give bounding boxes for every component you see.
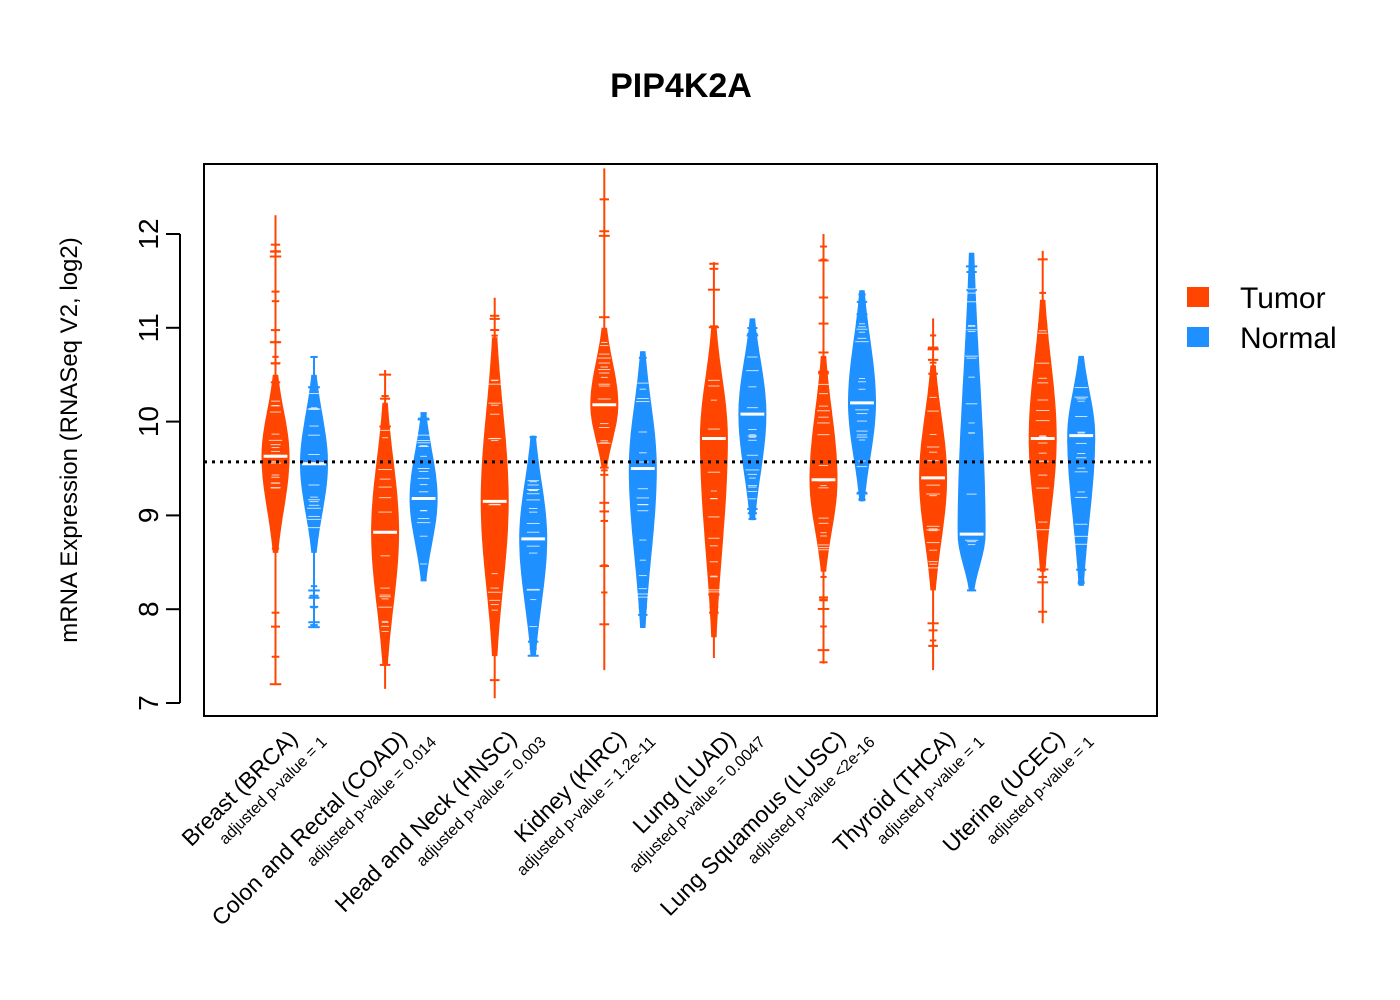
violin: [519, 435, 548, 657]
y-axis: 7 8 9 10 11 12: [133, 218, 181, 711]
violin: [738, 318, 767, 521]
y-tick-label: 9: [133, 508, 164, 524]
violin: [628, 351, 657, 628]
y-tick-label: 10: [133, 406, 164, 437]
violin: [957, 252, 986, 592]
violin: [1067, 355, 1096, 586]
chart-title: PIP4K2A: [610, 67, 752, 105]
violin: [590, 168, 619, 671]
y-axis-label: mRNA Expression (RNASeq V2, log2): [56, 237, 83, 643]
legend-swatch: [1187, 287, 1209, 307]
violin: [848, 290, 876, 502]
violin: [919, 318, 948, 671]
violin: [699, 262, 728, 658]
y-tick-label: 8: [133, 601, 164, 617]
violin: [409, 412, 438, 582]
legend-label: Tumor: [1240, 282, 1326, 315]
legend-swatch: [1187, 327, 1209, 347]
y-tick-label: 12: [133, 218, 164, 249]
violin: [261, 215, 290, 686]
violin: [1028, 250, 1057, 624]
violin: [371, 370, 400, 689]
violin: [300, 355, 328, 629]
y-tick-label: 7: [133, 695, 164, 711]
violin: [809, 234, 838, 664]
violin: [480, 297, 509, 699]
violins: [261, 168, 1096, 699]
y-tick-label: 11: [133, 313, 164, 342]
legend-label: Normal: [1240, 322, 1337, 355]
plot-frame: [203, 163, 1158, 717]
legend: Tumor Normal: [1187, 282, 1337, 355]
